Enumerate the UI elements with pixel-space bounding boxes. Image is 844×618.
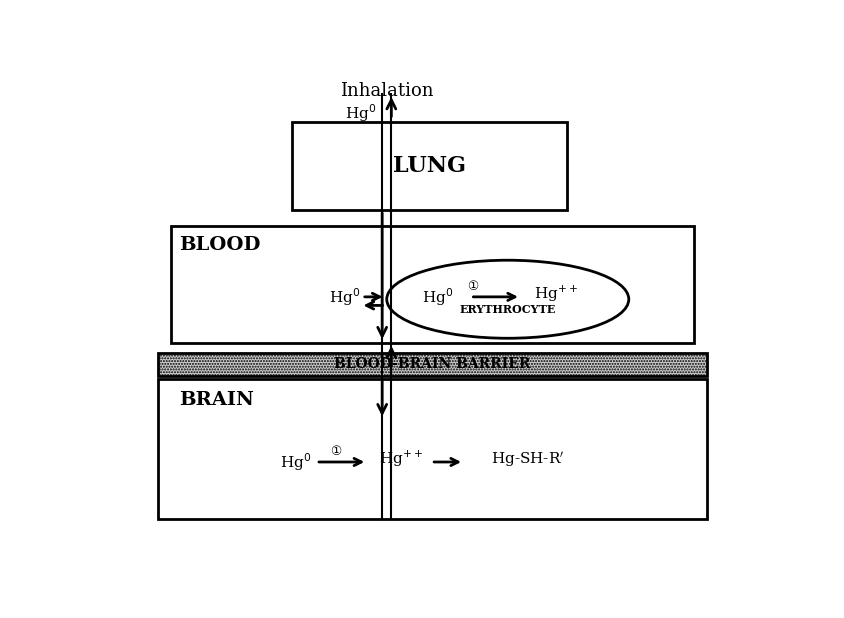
Bar: [292, 122, 566, 210]
Bar: [158, 379, 707, 519]
Text: LUNG: LUNG: [392, 154, 466, 177]
Ellipse shape: [387, 260, 629, 338]
Text: ERYTHROCYTE: ERYTHROCYTE: [460, 304, 556, 315]
Text: BRAIN: BRAIN: [179, 391, 254, 409]
Text: BLOOD: BLOOD: [179, 237, 261, 255]
Text: Hg$^0$: Hg$^0$: [345, 103, 376, 124]
Text: Hg$^0$: Hg$^0$: [279, 451, 311, 473]
Text: Hg$^{++}$: Hg$^{++}$: [533, 284, 577, 304]
Bar: [171, 226, 695, 343]
Text: ①: ①: [468, 280, 479, 293]
Text: Hg$^0$: Hg$^0$: [422, 286, 453, 308]
Text: Hg$^{++}$: Hg$^{++}$: [379, 449, 423, 469]
Text: Inhalation: Inhalation: [340, 82, 434, 100]
Bar: [158, 352, 707, 376]
Text: BLOOD-BRAIN BARRIER: BLOOD-BRAIN BARRIER: [334, 357, 531, 371]
Text: Hg$^0$: Hg$^0$: [328, 286, 360, 308]
Text: ①: ①: [330, 444, 341, 457]
Text: Hg-SH-R$'$: Hg-SH-R$'$: [490, 449, 564, 469]
